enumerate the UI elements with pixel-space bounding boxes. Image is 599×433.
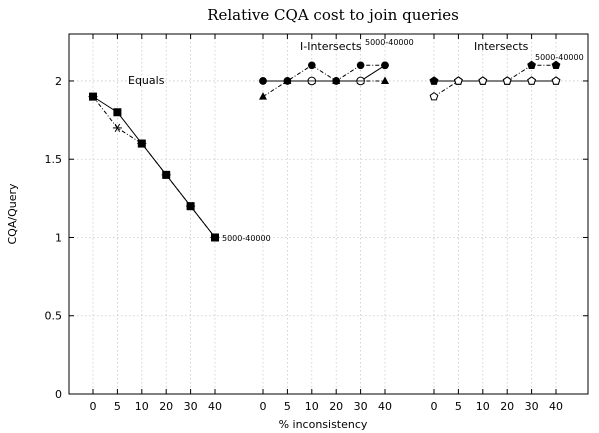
x-tick-label: 20 [329, 400, 343, 413]
plot-frame [68, 33, 589, 395]
x-tick-label: 30 [184, 400, 198, 413]
x-tick-label: 10 [135, 400, 149, 413]
series-line-2-1 [263, 64, 386, 82]
data-point-pentagon [527, 60, 536, 70]
x-tick-label: 0 [90, 400, 97, 413]
data-point-circle [381, 61, 389, 70]
series [88, 60, 561, 242]
data-point-circle-open [307, 76, 317, 86]
data-point-circle [308, 61, 316, 70]
y-tick-label: 0.5 [45, 310, 63, 323]
range-annotation: 5000-40000 [222, 234, 271, 243]
x-tick-label: 40 [378, 400, 392, 413]
x-tick-label: 30 [525, 400, 539, 413]
x-tick-label: 10 [305, 400, 319, 413]
data-point-pentagon-open [454, 76, 463, 85]
data-point-triangle [259, 92, 267, 100]
range-annotation: 5000-40000 [365, 38, 414, 47]
data-point-star [161, 170, 171, 180]
x-tick-label: 40 [549, 400, 563, 413]
x-tick-label: 20 [500, 400, 514, 413]
panel-label: Equals [128, 74, 165, 87]
axis-ticks: 00.511.520 5 10 20 30 40 0 5 10 20 30 40 0 5 10 20 30 40 [45, 34, 588, 413]
data-point-pentagon-open [478, 76, 488, 85]
series-line-1-1 [92, 96, 216, 238]
data-point-triangle [283, 76, 292, 84]
chart-title: Relative CQA cost to join queries [207, 6, 459, 24]
data-point-triangle [381, 76, 389, 84]
series-line-3-2 [434, 64, 556, 82]
data-point-star [210, 233, 220, 242]
x-tick-label: 5 [114, 400, 121, 413]
panel-label: I-Intersects [300, 40, 362, 53]
data-point-square [113, 108, 122, 117]
series-line-2-3 [262, 80, 385, 98]
series-line-3-3 [433, 80, 556, 98]
y-tick-label: 0 [55, 388, 62, 401]
x-tick-label: 30 [354, 400, 368, 413]
x-axis-label: % inconsistency [279, 418, 368, 431]
grid-lines [69, 34, 588, 394]
series-line-1-2 [92, 96, 216, 238]
data-point-circle [259, 77, 267, 85]
data-point-pentagon-open [527, 76, 536, 85]
y-tick-label: 1 [55, 231, 62, 244]
y-axis-label: CQA/Query [6, 183, 19, 244]
data-point-circle [356, 61, 365, 70]
data-point-star [112, 123, 122, 133]
x-tick-label: 0 [260, 400, 267, 413]
data-point-pentagon-open [429, 91, 439, 101]
x-tick-label: 10 [476, 400, 490, 413]
data-point-circle-open [356, 76, 365, 86]
data-point-pentagon-open [502, 76, 512, 85]
data-point-star [137, 139, 147, 148]
data-point-star [88, 92, 98, 101]
data-point-pentagon [551, 60, 561, 70]
y-tick-label: 2 [55, 75, 62, 88]
data-point-pentagon [429, 76, 439, 85]
panel-label: Intersects [474, 40, 529, 53]
y-tick-label: 1.5 [45, 153, 63, 166]
series-line-2-2 [263, 64, 385, 82]
x-tick-label: 5 [455, 400, 462, 413]
data-point-pentagon-open [551, 76, 561, 85]
range-annotation: 5000-40000 [535, 53, 584, 62]
x-tick-label: 0 [431, 400, 438, 413]
data-point-triangle [332, 76, 341, 84]
data-point-star [186, 202, 196, 211]
x-tick-label: 40 [208, 400, 222, 413]
x-tick-label: 5 [284, 400, 291, 413]
x-tick-label: 20 [159, 400, 173, 413]
